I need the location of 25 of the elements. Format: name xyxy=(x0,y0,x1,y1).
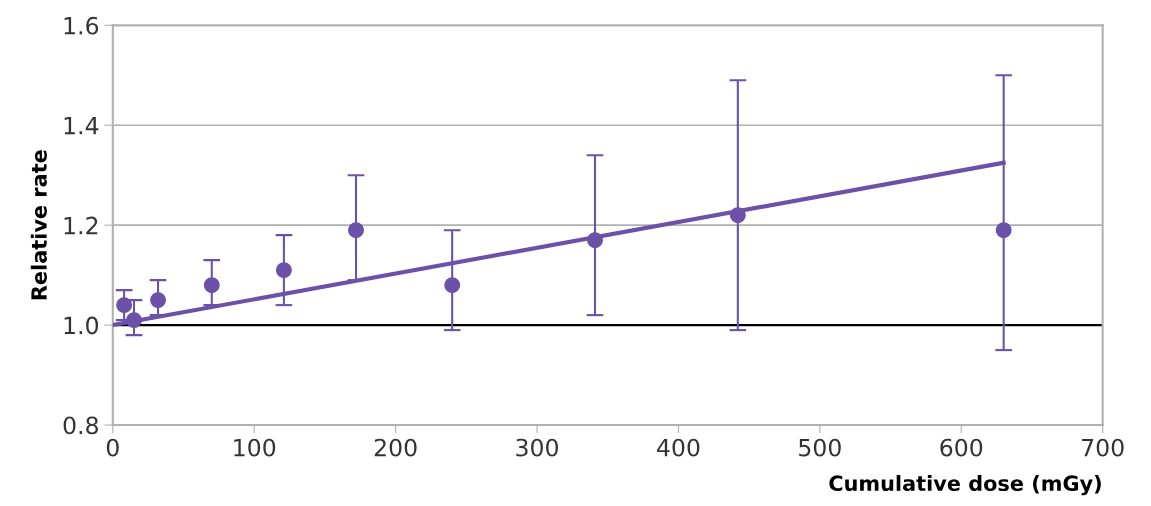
x-tick-label: 400 xyxy=(657,438,700,457)
x-axis-title: Cumulative dose (mGy) xyxy=(829,474,1101,496)
y-axis-title: Relative rate xyxy=(30,150,47,300)
point xyxy=(116,297,133,314)
y-tick-label: 1.0 xyxy=(64,316,99,335)
x-tick-label: 500 xyxy=(799,438,841,457)
y-tick-label: 0.8 xyxy=(63,416,98,435)
y-tick-label: 1.4 xyxy=(64,116,99,135)
point xyxy=(587,232,603,249)
x-tick-label: 0 xyxy=(106,438,119,457)
point xyxy=(203,277,220,294)
point xyxy=(348,222,364,239)
point xyxy=(275,262,292,279)
y-tick-label: 1.6 xyxy=(64,16,99,35)
y-tick-label: 1.2 xyxy=(64,216,98,235)
point xyxy=(150,292,167,309)
x-tick-label: 200 xyxy=(374,438,417,457)
point xyxy=(729,207,746,224)
point xyxy=(995,222,1012,239)
x-tick-label: 100 xyxy=(234,438,276,457)
point xyxy=(126,312,142,329)
x-tick-label: 700 xyxy=(1082,438,1124,457)
x-tick-label: 600 xyxy=(940,438,983,457)
point xyxy=(444,277,461,294)
x-tick-label: 300 xyxy=(516,438,558,457)
